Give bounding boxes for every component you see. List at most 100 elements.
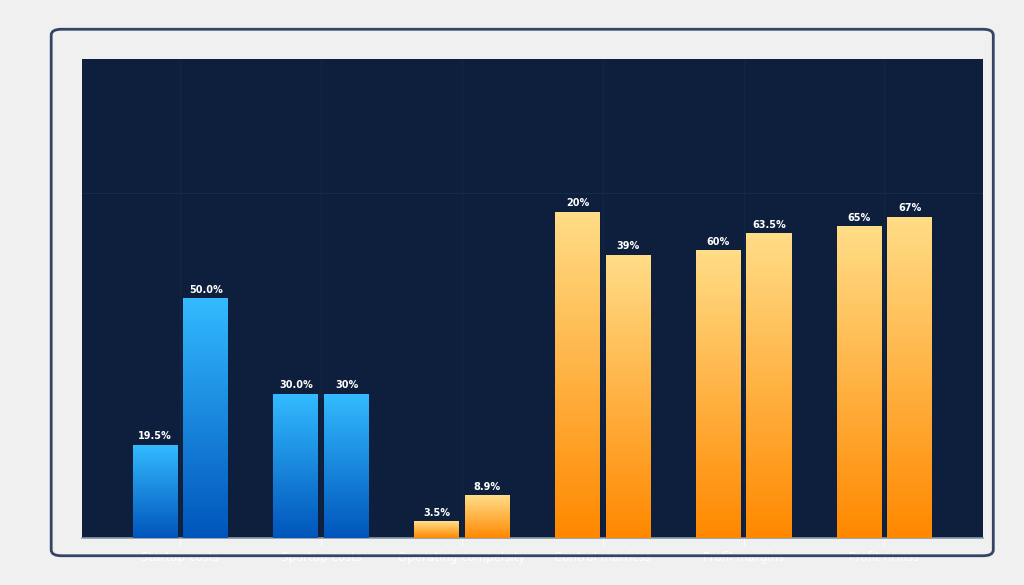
Bar bbox=[746, 269, 792, 274]
Bar bbox=[746, 421, 792, 426]
Bar bbox=[133, 459, 178, 460]
Bar bbox=[555, 228, 600, 234]
Text: 19.5%: 19.5% bbox=[138, 431, 172, 441]
Bar bbox=[696, 428, 741, 433]
Bar bbox=[273, 401, 318, 404]
Bar bbox=[183, 318, 228, 322]
Bar bbox=[746, 325, 792, 330]
Bar bbox=[887, 249, 933, 254]
Bar bbox=[606, 387, 651, 392]
Bar bbox=[555, 271, 600, 277]
Bar bbox=[183, 346, 228, 350]
Bar bbox=[465, 533, 510, 534]
Bar bbox=[696, 264, 741, 270]
Bar bbox=[746, 432, 792, 436]
Bar bbox=[746, 462, 792, 467]
Bar bbox=[324, 438, 370, 440]
Bar bbox=[555, 418, 600, 424]
Bar bbox=[555, 239, 600, 245]
Bar bbox=[133, 498, 178, 499]
Bar bbox=[273, 462, 318, 464]
Bar bbox=[465, 500, 510, 501]
Bar bbox=[324, 408, 370, 411]
Bar bbox=[837, 257, 882, 263]
Bar bbox=[606, 321, 651, 326]
Bar bbox=[133, 521, 178, 522]
Bar bbox=[696, 519, 741, 524]
Bar bbox=[133, 536, 178, 538]
Bar bbox=[273, 473, 318, 476]
Bar bbox=[887, 452, 933, 458]
Bar bbox=[696, 274, 741, 279]
Bar bbox=[887, 243, 933, 249]
Bar bbox=[555, 391, 600, 397]
Bar bbox=[696, 471, 741, 476]
Bar bbox=[696, 294, 741, 298]
Bar bbox=[324, 440, 370, 442]
Bar bbox=[555, 245, 600, 250]
Bar bbox=[606, 335, 651, 340]
Bar bbox=[606, 264, 651, 269]
Bar bbox=[837, 408, 882, 414]
Bar bbox=[887, 216, 933, 222]
Bar bbox=[837, 325, 882, 331]
Bar bbox=[696, 308, 741, 313]
Bar bbox=[606, 505, 651, 510]
Bar bbox=[837, 491, 882, 497]
Bar bbox=[465, 522, 510, 523]
Bar bbox=[133, 482, 178, 484]
Bar bbox=[133, 487, 178, 488]
Bar bbox=[555, 277, 600, 283]
Bar bbox=[837, 393, 882, 398]
Text: 30.0%: 30.0% bbox=[280, 380, 312, 390]
Bar bbox=[696, 394, 741, 399]
Bar bbox=[746, 370, 792, 376]
Bar bbox=[887, 350, 933, 356]
Bar bbox=[133, 462, 178, 463]
Text: 65%: 65% bbox=[848, 212, 870, 222]
Bar bbox=[133, 505, 178, 507]
Bar bbox=[133, 446, 178, 448]
Bar bbox=[273, 435, 318, 438]
Bar bbox=[887, 469, 933, 474]
Bar bbox=[696, 438, 741, 442]
Bar bbox=[133, 518, 178, 519]
Bar bbox=[555, 441, 600, 446]
Bar bbox=[746, 274, 792, 279]
Bar bbox=[183, 506, 228, 510]
Bar bbox=[746, 254, 792, 259]
Bar bbox=[746, 360, 792, 366]
Bar bbox=[555, 397, 600, 402]
Bar bbox=[746, 249, 792, 254]
Bar bbox=[555, 402, 600, 408]
Bar bbox=[465, 512, 510, 513]
Bar bbox=[273, 459, 318, 462]
Bar bbox=[555, 462, 600, 467]
Bar bbox=[324, 432, 370, 435]
Bar bbox=[606, 316, 651, 321]
Bar bbox=[324, 502, 370, 505]
Bar bbox=[555, 467, 600, 473]
Bar bbox=[273, 464, 318, 466]
Bar bbox=[887, 436, 933, 442]
Bar bbox=[183, 486, 228, 490]
Bar bbox=[887, 335, 933, 340]
Bar bbox=[183, 386, 228, 390]
Bar bbox=[183, 482, 228, 486]
Bar bbox=[183, 510, 228, 514]
Bar bbox=[183, 418, 228, 422]
Bar bbox=[465, 511, 510, 512]
Bar bbox=[887, 442, 933, 447]
Bar bbox=[887, 431, 933, 436]
Bar bbox=[324, 454, 370, 457]
Bar bbox=[746, 345, 792, 350]
Bar bbox=[606, 519, 651, 524]
Bar bbox=[273, 471, 318, 473]
Bar bbox=[696, 390, 741, 394]
Bar bbox=[746, 320, 792, 325]
Bar bbox=[696, 404, 741, 409]
Bar bbox=[133, 448, 178, 449]
Bar bbox=[606, 529, 651, 534]
Bar bbox=[837, 517, 882, 522]
Bar bbox=[324, 425, 370, 428]
